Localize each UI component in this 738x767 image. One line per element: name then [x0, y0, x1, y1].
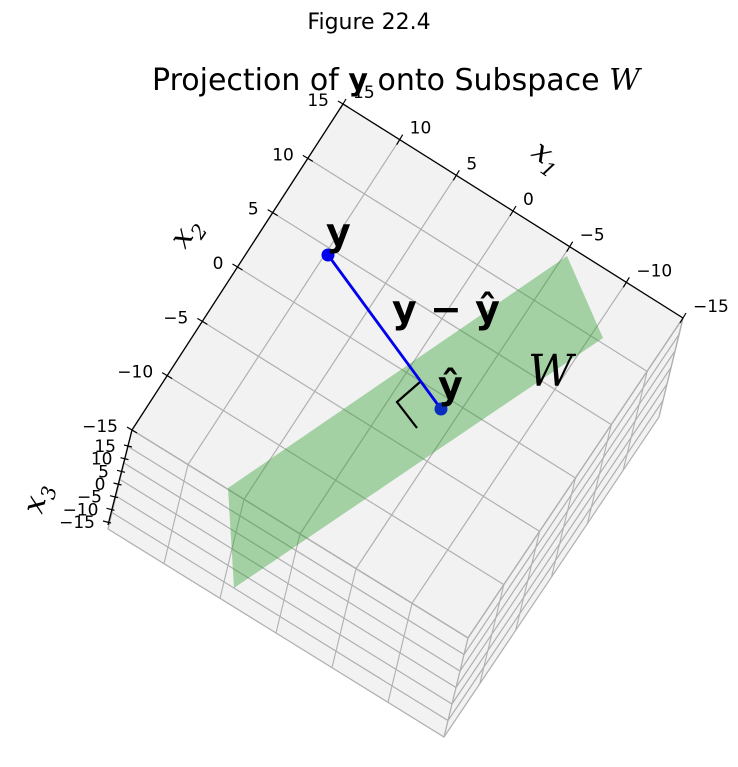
- title-middle: onto Subspace: [368, 63, 609, 98]
- z-grid-line: [219, 499, 245, 599]
- tick-mark: [197, 317, 208, 325]
- tick-mark: [123, 444, 133, 448]
- tick-mark: [120, 457, 129, 461]
- label-y: y: [326, 210, 351, 254]
- grid-line: [166, 375, 505, 586]
- tick-label: 5: [98, 462, 109, 482]
- z-grid-line: [586, 424, 612, 524]
- tick-label: 5: [248, 200, 259, 220]
- tick-label: 15: [94, 437, 116, 457]
- tick-mark: [302, 154, 314, 162]
- label-residual: y − ŷ: [392, 287, 500, 331]
- tick-mark: [509, 205, 517, 217]
- tick-mark: [396, 134, 404, 145]
- z-grid-line: [622, 371, 648, 471]
- tick-mark: [126, 426, 138, 434]
- tick-mark: [109, 495, 119, 499]
- title-subspace: W: [609, 63, 642, 98]
- tick-mark: [679, 312, 687, 324]
- z-grid-line: [275, 533, 301, 634]
- tick-mark: [452, 170, 460, 181]
- tick-mark: [337, 100, 349, 108]
- tick-label: 10: [410, 119, 432, 139]
- tick-label: 10: [272, 145, 294, 165]
- tick-mark: [267, 209, 278, 217]
- tick-mark: [161, 372, 173, 380]
- point-y: [321, 248, 335, 262]
- subspace-plane-w: [228, 256, 603, 588]
- tick-label: −5: [77, 488, 102, 508]
- tick-mark: [113, 482, 122, 486]
- z-grid-line: [443, 637, 469, 738]
- tick-label: 5: [466, 154, 477, 174]
- tick-mark: [102, 520, 112, 524]
- right-angle-marker: [395, 381, 421, 429]
- axis-ticks: 151050−5−10−15151050−5−10−15151050−5−10−…: [59, 83, 729, 533]
- label-y-hat: ŷ: [438, 363, 463, 407]
- tick-label: −5: [580, 226, 605, 246]
- tick-mark: [622, 277, 630, 288]
- tick-label: −15: [59, 513, 95, 533]
- tick-label: 15: [307, 91, 329, 111]
- z-grid-line: [658, 317, 684, 418]
- x1-axis-label: x1: [522, 133, 570, 183]
- tick-label: −10: [636, 261, 672, 281]
- z-grid-line: [387, 603, 413, 703]
- point-y-hat: [434, 402, 448, 416]
- title-prefix: Projection of: [152, 63, 348, 98]
- tick-label: 0: [523, 190, 534, 210]
- tick-label: −10: [63, 500, 99, 520]
- z-grid-line: [163, 464, 189, 564]
- tick-label: −10: [117, 363, 153, 383]
- x3-axis-label: x3: [16, 480, 62, 518]
- tick-mark: [232, 263, 243, 271]
- tick-label: −5: [163, 308, 188, 328]
- z-grid-line: [479, 584, 505, 684]
- z-grid-line: [550, 477, 577, 578]
- chart-title: Projection of y onto Subspace W: [152, 63, 642, 98]
- tick-mark: [106, 507, 115, 511]
- z-grid-line: [515, 531, 541, 631]
- tick-label: −15: [82, 417, 118, 437]
- z-grid-line: [331, 568, 357, 668]
- x2-axis-label: x2: [163, 210, 213, 257]
- residual-segment: [326, 254, 443, 410]
- grid-line: [467, 317, 684, 639]
- label-subspace-w: W: [528, 346, 577, 397]
- tick-label: 10: [91, 450, 113, 470]
- tick-label: −15: [693, 297, 729, 317]
- tick-label: 15: [353, 83, 375, 103]
- figure-label: Figure 22.4: [307, 10, 431, 35]
- tick-mark: [116, 469, 126, 473]
- tick-label: 0: [95, 475, 106, 495]
- grid-line: [131, 429, 469, 639]
- title-vector: y: [348, 63, 368, 98]
- tick-label: 0: [213, 254, 224, 274]
- tick-mark: [566, 241, 574, 252]
